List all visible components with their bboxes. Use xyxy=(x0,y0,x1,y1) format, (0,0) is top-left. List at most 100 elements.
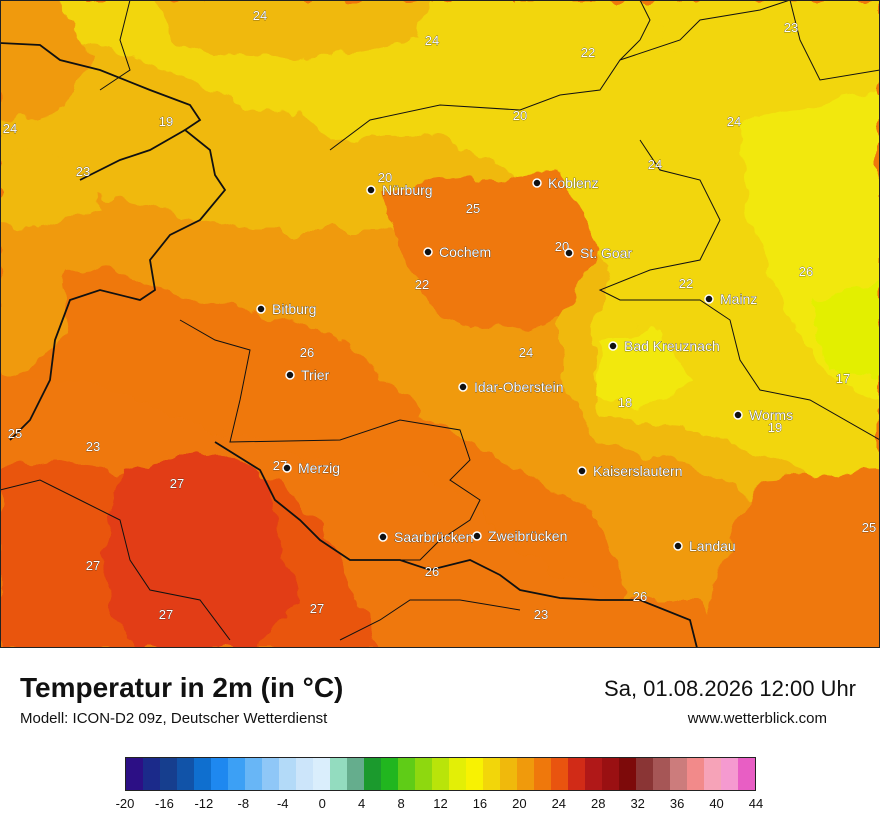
city-marker: Landau xyxy=(673,538,736,554)
color-scale-swatch xyxy=(211,758,228,790)
color-scale xyxy=(125,757,756,791)
city-marker: Koblenz xyxy=(532,175,599,191)
color-scale-swatch xyxy=(704,758,721,790)
city-marker: St. Goar xyxy=(564,245,633,261)
city-dot xyxy=(608,341,618,351)
color-scale-tick: 16 xyxy=(472,796,488,811)
city-marker: Idar-Oberstein xyxy=(458,379,564,395)
temperature-value: 20 xyxy=(378,170,392,185)
city-dot xyxy=(673,541,683,551)
temperature-value: 19 xyxy=(768,420,782,435)
temperature-value: 18 xyxy=(618,395,632,410)
city-marker: Zweibrücken xyxy=(472,528,568,544)
city-label: Merzig xyxy=(298,460,340,476)
color-scale-swatch xyxy=(721,758,738,790)
temperature-value: 24 xyxy=(253,8,267,23)
city-dot xyxy=(378,532,388,542)
model-info: Modell: ICON-D2 09z, Deutscher Wetterdie… xyxy=(20,710,328,727)
website-link[interactable]: www.wetterblick.com xyxy=(687,710,827,727)
color-scale-swatch xyxy=(483,758,500,790)
city-dot xyxy=(256,304,266,314)
temperature-value: 23 xyxy=(86,439,100,454)
color-scale-swatch xyxy=(160,758,177,790)
temperature-value: 23 xyxy=(76,164,90,179)
temperature-value: 22 xyxy=(415,277,429,292)
color-scale-swatch xyxy=(381,758,398,790)
city-markers: Nürburg Koblenz Cochem St. Goar Mainz Bitburg… xyxy=(256,175,793,554)
color-scale-swatch xyxy=(738,758,755,790)
color-scale-tick: 36 xyxy=(669,796,685,811)
country-borders xyxy=(0,42,698,648)
city-label: Saarbrücken xyxy=(394,529,473,545)
city-marker: Cochem xyxy=(423,244,491,260)
temperature-field xyxy=(0,0,880,648)
city-dot xyxy=(733,410,743,420)
city-label: Idar-Oberstein xyxy=(474,379,563,395)
temperature-value: 25 xyxy=(466,201,480,216)
temperature-value: 27 xyxy=(159,607,173,622)
city-label: Trier xyxy=(301,367,330,383)
city-marker: Mainz xyxy=(704,291,758,307)
color-scale-swatch xyxy=(245,758,262,790)
temperature-value: 25 xyxy=(8,426,22,441)
color-scale-swatch xyxy=(619,758,636,790)
city-marker: Bad Kreuznach xyxy=(608,338,720,354)
temperature-value: 27 xyxy=(86,558,100,573)
city-dot xyxy=(472,531,482,541)
color-scale-tick: 12 xyxy=(433,796,448,811)
temperature-value: 26 xyxy=(633,589,647,604)
city-dot xyxy=(458,382,468,392)
temperature-value: 24 xyxy=(425,33,439,48)
color-scale-swatch xyxy=(449,758,466,790)
color-scale-tick: 24 xyxy=(551,796,567,811)
temperature-value: 27 xyxy=(310,601,324,616)
city-label: Worms xyxy=(749,407,793,423)
color-scale-tick: 32 xyxy=(630,796,645,811)
color-scale-tick: -20 xyxy=(115,796,135,811)
color-scale-swatch xyxy=(143,758,160,790)
temperature-value: 26 xyxy=(425,564,439,579)
color-scale-swatch xyxy=(279,758,296,790)
state-borders xyxy=(0,0,880,641)
city-marker: Trier xyxy=(285,367,330,383)
city-label: Nürburg xyxy=(382,182,433,198)
city-dot xyxy=(285,370,295,380)
color-scale-tick: 28 xyxy=(591,796,606,811)
color-scale-swatch xyxy=(347,758,364,790)
color-scale-tick: 40 xyxy=(709,796,724,811)
city-marker: Kaiserslautern xyxy=(577,463,683,479)
color-scale-swatch xyxy=(687,758,704,790)
color-scale-swatch xyxy=(585,758,602,790)
color-scale-tick: 8 xyxy=(397,796,405,811)
city-dot xyxy=(282,463,292,473)
color-scale-swatch xyxy=(500,758,517,790)
temperature-value: 22 xyxy=(679,276,693,291)
color-scale-tick: 0 xyxy=(318,796,326,811)
city-label: St. Goar xyxy=(580,245,632,261)
temperature-value: 24 xyxy=(3,121,17,136)
color-scale-swatch xyxy=(228,758,245,790)
color-scale-swatch xyxy=(262,758,279,790)
temperature-value: 20 xyxy=(513,108,527,123)
temperature-value: 25 xyxy=(862,520,876,535)
temperature-value: 26 xyxy=(799,264,813,279)
city-label: Mainz xyxy=(720,291,757,307)
temperature-value: 23 xyxy=(534,607,548,622)
city-dot xyxy=(564,248,574,258)
color-scale-tick: 44 xyxy=(748,796,764,811)
color-scale-swatch xyxy=(517,758,534,790)
city-label: Kaiserslautern xyxy=(593,463,683,479)
city-marker: Bitburg xyxy=(256,301,317,317)
city-label: Zweibrücken xyxy=(488,528,567,544)
color-scale-swatch xyxy=(568,758,585,790)
color-scale-swatch xyxy=(194,758,211,790)
footer: Temperatur in 2m (in °C) Modell: ICON-D2… xyxy=(0,648,880,830)
temperature-value: 24 xyxy=(727,114,741,129)
color-scale-tick: -8 xyxy=(237,796,250,811)
city-marker: Merzig xyxy=(282,460,340,476)
color-scale-ticks: -20 -16 -12 -8 -4 0 4 8 12 16 20 24 28 32 36 40 44 xyxy=(0,796,880,816)
temperature-value: 17 xyxy=(836,371,850,386)
color-scale-swatch xyxy=(313,758,330,790)
city-label: Koblenz xyxy=(548,175,599,191)
temperature-value: 19 xyxy=(159,114,173,129)
